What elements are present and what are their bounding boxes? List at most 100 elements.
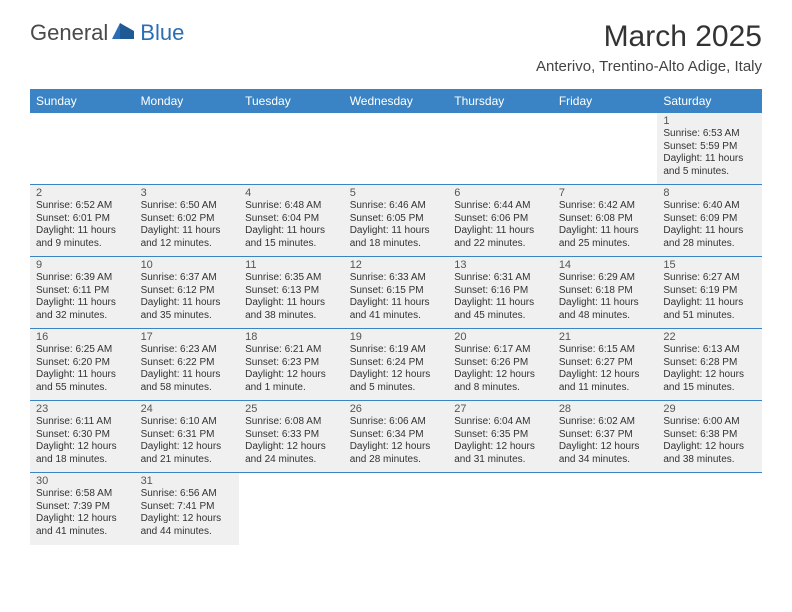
day-cell: 20Sunrise: 6:17 AMSunset: 6:26 PMDayligh… bbox=[448, 329, 553, 401]
day-cell: 2Sunrise: 6:52 AMSunset: 6:01 PMDaylight… bbox=[30, 185, 135, 257]
day-number: 10 bbox=[141, 259, 234, 271]
day-daylight1: Daylight: 11 hours bbox=[36, 369, 129, 382]
day-sunset: Sunset: 6:24 PM bbox=[350, 357, 443, 370]
day-daylight2: and 58 minutes. bbox=[141, 382, 234, 395]
day-cell bbox=[553, 113, 658, 185]
day-sunrise: Sunrise: 6:06 AM bbox=[350, 416, 443, 429]
day-sunset: Sunset: 6:22 PM bbox=[141, 357, 234, 370]
day-daylight2: and 15 minutes. bbox=[663, 382, 756, 395]
day-number: 12 bbox=[350, 259, 443, 271]
day-number: 4 bbox=[245, 187, 338, 199]
week-row: 9Sunrise: 6:39 AMSunset: 6:11 PM Daylight… bbox=[30, 257, 762, 329]
day-header: Saturday bbox=[657, 90, 762, 113]
day-sunset: Sunset: 6:26 PM bbox=[454, 357, 547, 370]
month-title: March 2025 bbox=[536, 20, 762, 54]
day-sunrise: Sunrise: 6:29 AM bbox=[559, 272, 652, 285]
day-sunrise: Sunrise: 6:42 AM bbox=[559, 200, 652, 213]
day-sunset: Sunset: 6:08 PM bbox=[559, 213, 652, 226]
day-daylight1: Daylight: 11 hours bbox=[663, 225, 756, 238]
day-cell: 22Sunrise: 6:13 AMSunset: 6:28 PMDayligh… bbox=[657, 329, 762, 401]
day-daylight2: and 12 minutes. bbox=[141, 238, 234, 251]
day-cell bbox=[239, 113, 344, 185]
day-daylight2: and 25 minutes. bbox=[559, 238, 652, 251]
day-sunrise: Sunrise: 6:19 AM bbox=[350, 344, 443, 357]
day-daylight2: and 8 minutes. bbox=[454, 382, 547, 395]
day-number: 31 bbox=[141, 475, 234, 487]
day-cell bbox=[553, 473, 658, 545]
day-daylight2: and 31 minutes. bbox=[454, 454, 547, 467]
day-cell: 25Sunrise: 6:08 AMSunset: 6:33 PMDayligh… bbox=[239, 401, 344, 473]
day-daylight1: Daylight: 12 hours bbox=[454, 441, 547, 454]
day-daylight1: Daylight: 12 hours bbox=[663, 369, 756, 382]
day-sunrise: Sunrise: 6:50 AM bbox=[141, 200, 234, 213]
day-sunset: Sunset: 6:37 PM bbox=[559, 429, 652, 442]
day-sunrise: Sunrise: 6:11 AM bbox=[36, 416, 129, 429]
day-daylight1: Daylight: 11 hours bbox=[141, 225, 234, 238]
day-daylight1: Daylight: 11 hours bbox=[663, 297, 756, 310]
day-sunset: Sunset: 6:13 PM bbox=[245, 285, 338, 298]
day-sunrise: Sunrise: 6:39 AM bbox=[36, 272, 129, 285]
day-cell: 14Sunrise: 6:29 AMSunset: 6:18 PMDayligh… bbox=[553, 257, 658, 329]
day-daylight2: and 55 minutes. bbox=[36, 382, 129, 395]
day-sunrise: Sunrise: 6:31 AM bbox=[454, 272, 547, 285]
day-daylight2: and 15 minutes. bbox=[245, 238, 338, 251]
day-sunrise: Sunrise: 6:56 AM bbox=[141, 488, 234, 501]
day-sunset: Sunset: 7:39 PM bbox=[36, 501, 129, 514]
day-sunrise: Sunrise: 6:15 AM bbox=[559, 344, 652, 357]
day-sunrise: Sunrise: 6:04 AM bbox=[454, 416, 547, 429]
day-number: 15 bbox=[663, 259, 756, 271]
day-number: 17 bbox=[141, 331, 234, 343]
day-daylight2: and 34 minutes. bbox=[559, 454, 652, 467]
day-sunset: Sunset: 6:31 PM bbox=[141, 429, 234, 442]
day-number: 9 bbox=[36, 259, 129, 271]
header: General Blue March 2025 Anterivo, Trenti… bbox=[0, 0, 792, 83]
day-daylight1: Daylight: 11 hours bbox=[141, 297, 234, 310]
week-row: 23Sunrise: 6:11 AMSunset: 6:30 PMDayligh… bbox=[30, 401, 762, 473]
day-number: 5 bbox=[350, 187, 443, 199]
day-sunrise: Sunrise: 6:00 AM bbox=[663, 416, 756, 429]
day-cell: 12Sunrise: 6:33 AMSunset: 6:15 PMDayligh… bbox=[344, 257, 449, 329]
day-daylight1: Daylight: 11 hours bbox=[454, 297, 547, 310]
day-daylight2: and 11 minutes. bbox=[559, 382, 652, 395]
day-sunrise: Sunrise: 6:46 AM bbox=[350, 200, 443, 213]
day-sunrise: Sunrise: 6:37 AM bbox=[141, 272, 234, 285]
day-cell: 19Sunrise: 6:19 AMSunset: 6:24 PMDayligh… bbox=[344, 329, 449, 401]
day-cell bbox=[239, 473, 344, 545]
day-sunset: Sunset: 6:04 PM bbox=[245, 213, 338, 226]
day-number: 26 bbox=[350, 403, 443, 415]
day-number: 8 bbox=[663, 187, 756, 199]
day-daylight1: Daylight: 12 hours bbox=[559, 369, 652, 382]
day-daylight2: and 35 minutes. bbox=[141, 310, 234, 323]
day-cell: 4Sunrise: 6:48 AMSunset: 6:04 PMDaylight… bbox=[239, 185, 344, 257]
day-daylight2: and 38 minutes. bbox=[663, 454, 756, 467]
day-cell: 23Sunrise: 6:11 AMSunset: 6:30 PMDayligh… bbox=[30, 401, 135, 473]
day-sunset: Sunset: 6:16 PM bbox=[454, 285, 547, 298]
day-cell: 26Sunrise: 6:06 AMSunset: 6:34 PMDayligh… bbox=[344, 401, 449, 473]
day-cell: 10Sunrise: 6:37 AMSunset: 6:12 PMDayligh… bbox=[135, 257, 240, 329]
day-daylight2: and 9 minutes. bbox=[36, 238, 129, 251]
day-sunset: Sunset: 6:23 PM bbox=[245, 357, 338, 370]
day-daylight2: and 1 minute. bbox=[245, 382, 338, 395]
day-cell: 30Sunrise: 6:58 AMSunset: 7:39 PMDayligh… bbox=[30, 473, 135, 545]
day-sunset: Sunset: 6:35 PM bbox=[454, 429, 547, 442]
day-header-row: Sunday Monday Tuesday Wednesday Thursday… bbox=[30, 90, 762, 113]
day-daylight2: and 38 minutes. bbox=[245, 310, 338, 323]
day-sunrise: Sunrise: 6:35 AM bbox=[245, 272, 338, 285]
calendar-table: Sunday Monday Tuesday Wednesday Thursday… bbox=[30, 89, 762, 545]
logo: General Blue bbox=[30, 20, 184, 46]
day-daylight2: and 18 minutes. bbox=[36, 454, 129, 467]
day-sunset: Sunset: 6:34 PM bbox=[350, 429, 443, 442]
day-cell: 8Sunrise: 6:40 AMSunset: 6:09 PMDaylight… bbox=[657, 185, 762, 257]
day-sunset: Sunset: 6:11 PM bbox=[36, 285, 129, 298]
day-sunrise: Sunrise: 6:53 AM bbox=[663, 128, 756, 141]
day-cell: 5Sunrise: 6:46 AMSunset: 6:05 PMDaylight… bbox=[344, 185, 449, 257]
day-sunrise: Sunrise: 6:08 AM bbox=[245, 416, 338, 429]
day-sunset: Sunset: 6:38 PM bbox=[663, 429, 756, 442]
day-sunset: Sunset: 6:27 PM bbox=[559, 357, 652, 370]
day-header: Thursday bbox=[448, 90, 553, 113]
location: Anterivo, Trentino-Alto Adige, Italy bbox=[536, 58, 762, 75]
day-number: 19 bbox=[350, 331, 443, 343]
day-number: 11 bbox=[245, 259, 338, 271]
day-cell: 21Sunrise: 6:15 AMSunset: 6:27 PMDayligh… bbox=[553, 329, 658, 401]
day-daylight2: and 45 minutes. bbox=[454, 310, 547, 323]
